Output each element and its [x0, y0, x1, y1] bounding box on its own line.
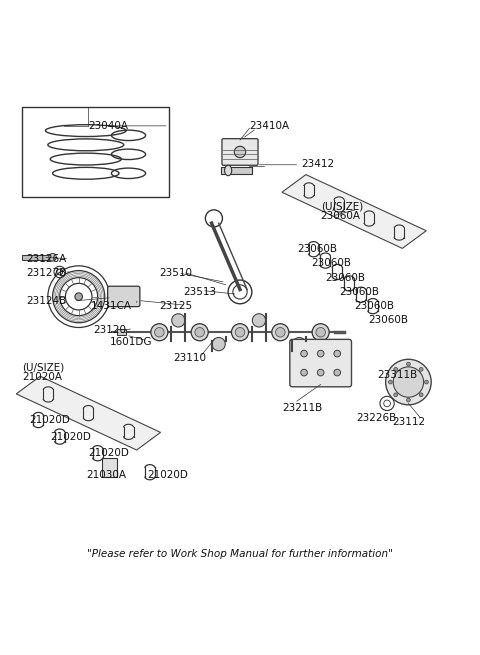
Text: 23127B: 23127B	[26, 268, 67, 278]
Bar	[22, 107, 169, 197]
Circle shape	[231, 324, 249, 341]
Circle shape	[234, 146, 246, 158]
Circle shape	[393, 367, 424, 397]
Circle shape	[272, 324, 289, 341]
Text: 23120: 23120	[93, 325, 126, 335]
Circle shape	[394, 367, 397, 371]
Text: 23513: 23513	[183, 287, 216, 297]
Bar	[221, 167, 252, 174]
Polygon shape	[16, 376, 161, 450]
Circle shape	[276, 328, 285, 337]
Text: 23112: 23112	[392, 417, 425, 428]
Circle shape	[419, 367, 423, 371]
Circle shape	[49, 253, 56, 261]
Text: 1601DG: 1601DG	[109, 337, 152, 346]
Circle shape	[235, 328, 245, 337]
Circle shape	[195, 328, 204, 337]
Circle shape	[317, 350, 324, 357]
Circle shape	[312, 324, 329, 341]
Text: 21030A: 21030A	[86, 470, 126, 479]
Text: 23311B: 23311B	[378, 370, 418, 380]
Text: 23060B: 23060B	[354, 301, 394, 311]
Circle shape	[407, 398, 410, 402]
Text: 1431CA: 1431CA	[91, 301, 132, 311]
Circle shape	[334, 369, 341, 376]
Circle shape	[172, 314, 185, 327]
Text: 23040A: 23040A	[88, 121, 128, 131]
Text: 23410A: 23410A	[250, 121, 289, 131]
Text: 23060B: 23060B	[297, 244, 337, 254]
Text: 23125: 23125	[159, 301, 192, 311]
Text: 21020D: 21020D	[50, 432, 91, 441]
Text: 23211B: 23211B	[283, 403, 323, 413]
Ellipse shape	[225, 165, 232, 176]
FancyBboxPatch shape	[108, 286, 140, 307]
Text: 23226B: 23226B	[356, 413, 396, 422]
FancyBboxPatch shape	[290, 339, 351, 387]
Text: 21020D: 21020D	[29, 415, 70, 425]
Circle shape	[75, 293, 83, 301]
Text: 23412: 23412	[301, 159, 335, 169]
Text: 21020D: 21020D	[88, 448, 129, 458]
Text: 23110: 23110	[174, 353, 206, 364]
Polygon shape	[282, 175, 426, 248]
Text: 23510: 23510	[159, 268, 192, 278]
Text: (U/SIZE): (U/SIZE)	[22, 363, 64, 373]
Text: 23060B: 23060B	[311, 259, 351, 269]
Text: 23060A: 23060A	[321, 211, 360, 221]
Bar	[117, 329, 126, 335]
Circle shape	[419, 393, 423, 397]
Circle shape	[385, 360, 431, 405]
FancyBboxPatch shape	[222, 139, 258, 165]
Circle shape	[301, 369, 307, 376]
Circle shape	[301, 350, 307, 357]
Circle shape	[293, 337, 306, 350]
Circle shape	[212, 337, 225, 350]
Circle shape	[191, 324, 208, 341]
Circle shape	[252, 314, 265, 327]
Circle shape	[151, 324, 168, 341]
Circle shape	[407, 362, 410, 366]
Circle shape	[424, 380, 428, 384]
Circle shape	[155, 328, 164, 337]
Circle shape	[334, 350, 341, 357]
Text: 21020A: 21020A	[22, 372, 62, 383]
Circle shape	[388, 380, 392, 384]
Text: 23060B: 23060B	[340, 287, 380, 297]
Text: 21020D: 21020D	[147, 470, 188, 479]
Bar	[22, 255, 50, 259]
Text: 23126A: 23126A	[26, 253, 67, 264]
Text: 23060B: 23060B	[325, 272, 365, 283]
Circle shape	[317, 369, 324, 376]
Text: "Please refer to Work Shop Manual for further information": "Please refer to Work Shop Manual for fu…	[87, 550, 393, 559]
Circle shape	[316, 328, 325, 337]
Text: (U/SIZE): (U/SIZE)	[321, 202, 363, 212]
Bar	[102, 458, 117, 477]
Circle shape	[394, 393, 397, 397]
Text: 23124B: 23124B	[26, 297, 67, 307]
Text: 23060B: 23060B	[368, 316, 408, 326]
